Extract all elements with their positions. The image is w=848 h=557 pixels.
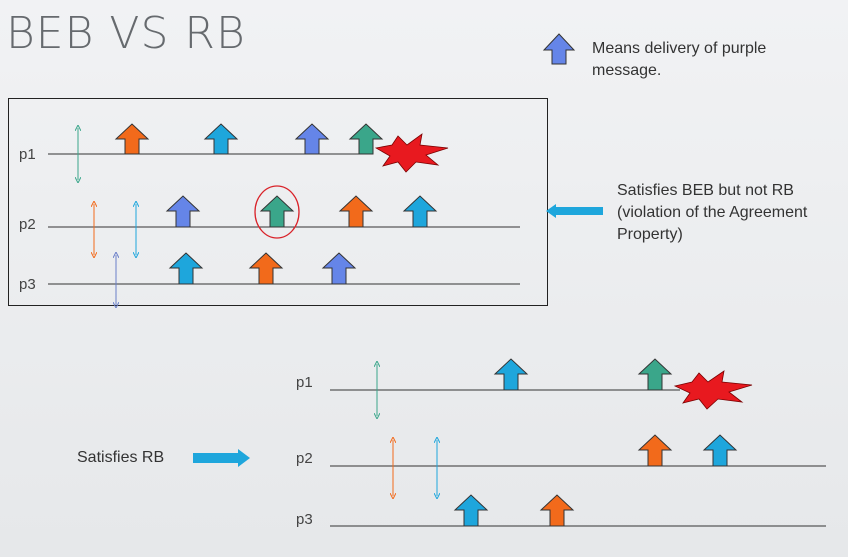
satisfies-rb-label: Satisfies RB <box>77 449 165 466</box>
beb-p1-green-arrow-icon <box>348 123 384 155</box>
beb-p3-blue-arrow-icon <box>168 252 204 285</box>
beb-p3-orange-arrow-icon <box>248 252 284 285</box>
beb-diagram-frame <box>8 98 548 306</box>
beb-p2-label: p2 <box>19 216 36 233</box>
rb-p1-blue-arrow-icon <box>493 358 529 391</box>
legend-text: Means delivery of purple message. <box>592 40 767 79</box>
beb-p2-orange-arrow-icon <box>338 195 374 228</box>
beb-p1-orange-arrow-icon <box>114 123 150 155</box>
rb-p2-orange-arrow-icon <box>637 434 673 467</box>
beb-p3-purple-arrow-icon <box>321 252 357 285</box>
beb-p2-blue-arrow-icon <box>402 195 438 228</box>
page-title: BEB VS RB <box>6 8 246 59</box>
beb-p1-purple-arrow-icon <box>294 123 330 155</box>
beb-p2-green-highlight-circle <box>254 185 300 239</box>
rb-p1-green-arrow-icon <box>637 358 673 391</box>
beb-note-pointer-icon <box>546 204 603 218</box>
beb-p1-blue-arrow-icon <box>203 123 239 155</box>
beb-p2-purple-arrow-icon <box>165 195 201 228</box>
rb-p3-label: p3 <box>296 511 313 528</box>
rb-p2-label: p2 <box>296 450 313 467</box>
legend-purple-arrow-icon <box>542 33 576 65</box>
rb-p3-orange-arrow-icon <box>539 494 575 527</box>
rb-p1-label: p1 <box>296 374 313 391</box>
beb-p2-green-arrow-icon <box>259 195 295 228</box>
beb-p1-label: p1 <box>19 146 36 163</box>
beb-violation-note: Satisfies BEB but not RB (violation of t… <box>617 182 808 243</box>
rb-p1-crash-icon <box>673 370 753 410</box>
rb-p3-blue-arrow-icon <box>453 494 489 527</box>
rb-pointer-icon <box>193 449 250 467</box>
rb-p2-blue-arrow-icon <box>702 434 738 467</box>
beb-p1-crash-icon <box>374 133 449 173</box>
beb-p3-label: p3 <box>19 276 36 293</box>
